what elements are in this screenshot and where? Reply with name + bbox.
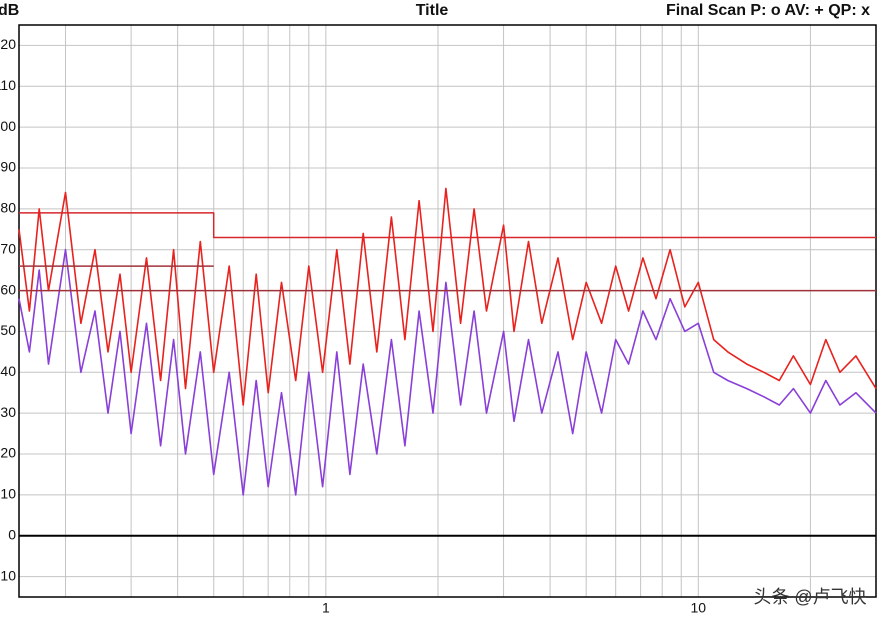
y-tick-label: 60 — [0, 281, 16, 297]
x-tick-label: 1 — [322, 600, 330, 616]
limit-line — [19, 212, 876, 239]
y-tick-label: 10 — [0, 486, 16, 502]
y-tick-label: 120 — [0, 36, 16, 52]
plot-frame — [18, 24, 877, 598]
chart-title: Title — [416, 2, 449, 19]
y-tick-label: 110 — [0, 77, 16, 93]
trace — [18, 248, 877, 496]
y-tick-label: 40 — [0, 363, 16, 379]
y-tick-label: 70 — [0, 240, 16, 256]
y-tick-label: 100 — [0, 118, 16, 134]
y-tick-label: 90 — [0, 159, 16, 175]
y-tick-label: 0 — [8, 526, 16, 542]
y-tick-label: 50 — [0, 322, 16, 338]
y-tick-label: 20 — [0, 445, 16, 461]
y-tick-label: 80 — [0, 200, 16, 216]
trace — [18, 187, 877, 406]
x-tick-label: 10 — [691, 600, 707, 616]
watermark: 头条 @卢飞快 — [753, 587, 866, 607]
y-axis-label: dB — [0, 2, 19, 19]
y-tick-label: 30 — [0, 404, 16, 420]
y-tick-label: -10 — [0, 567, 16, 583]
scan-status: Final Scan P: o AV: + QP: x — [666, 2, 870, 19]
